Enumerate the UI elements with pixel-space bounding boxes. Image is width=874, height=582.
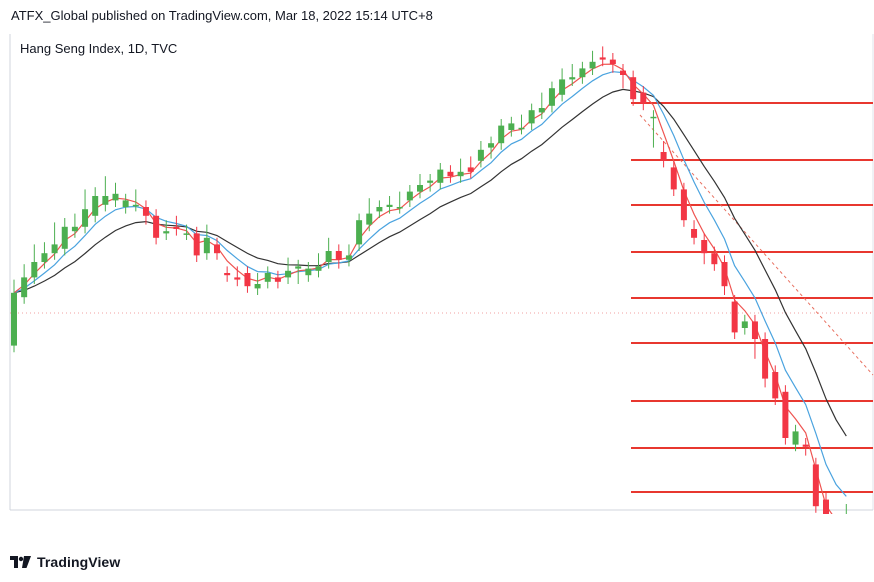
price-chart[interactable]: ov16Dec162022FebMar16	[0, 34, 874, 559]
candle-body	[102, 196, 109, 205]
candle-body	[711, 253, 718, 265]
candle-body	[731, 301, 738, 333]
candle-body	[92, 196, 99, 216]
candle-body	[538, 108, 545, 113]
candle-body	[660, 152, 667, 161]
candle-body	[234, 277, 241, 280]
candle-body	[528, 110, 535, 124]
candle-body	[345, 255, 352, 260]
candle-body	[477, 149, 484, 161]
candle-body	[132, 204, 139, 207]
candle-body	[11, 292, 17, 346]
candle-body	[650, 116, 657, 119]
candle-body	[751, 321, 758, 339]
candle-body	[112, 193, 119, 201]
candle-body	[335, 251, 342, 260]
candle-body	[792, 431, 799, 445]
candle-body	[214, 244, 220, 254]
candle-body	[366, 213, 373, 225]
candle-body	[183, 233, 190, 235]
fast-moving-average	[13, 63, 847, 524]
candle-body	[396, 207, 403, 209]
candle-body	[61, 226, 68, 249]
candle-body	[203, 237, 210, 254]
candle-body	[467, 167, 474, 172]
candle-body	[417, 185, 423, 192]
candle-body	[680, 189, 687, 221]
candle-body	[31, 262, 38, 278]
candle-body	[153, 215, 160, 238]
candle-body	[315, 266, 322, 271]
candle-body	[305, 268, 312, 276]
candle-body	[630, 77, 637, 100]
candle-body	[782, 391, 789, 438]
candle-body	[142, 207, 149, 216]
candle-body	[823, 499, 829, 542]
candle-body	[51, 244, 58, 254]
candle-body	[21, 277, 28, 298]
candle-body	[376, 207, 383, 212]
candle-body	[498, 125, 505, 144]
candle-body	[437, 169, 444, 183]
tradingview-logo-icon	[10, 556, 31, 568]
candle-body	[599, 57, 606, 60]
candle-body	[82, 209, 89, 227]
candle-body	[670, 167, 677, 190]
candle-body	[772, 372, 779, 399]
candle-body	[518, 127, 525, 130]
tradingview-footer[interactable]: TradingView	[10, 552, 120, 572]
candle-body	[620, 70, 626, 75]
candle-body	[244, 273, 251, 287]
candle-body	[427, 180, 434, 183]
candle-body	[691, 229, 698, 238]
candle-body	[386, 204, 393, 207]
candle-body	[264, 273, 271, 282]
tradingview-brand: TradingView	[37, 554, 121, 570]
candle-body	[640, 92, 647, 104]
candle-body	[579, 68, 586, 78]
candle-body	[295, 266, 302, 269]
mid-moving-average	[13, 71, 847, 497]
candle-body	[559, 79, 566, 95]
candle-body	[457, 171, 464, 177]
candle-body	[802, 444, 809, 447]
candle-body	[721, 262, 728, 287]
candle-body	[325, 251, 332, 262]
candle-body	[508, 123, 515, 130]
candle-body	[356, 220, 363, 245]
candle-body	[274, 277, 281, 282]
candle-body	[193, 233, 200, 256]
candle-body	[285, 270, 292, 278]
candle-body	[548, 88, 555, 106]
candle-body	[41, 253, 48, 262]
candle-body	[741, 321, 748, 328]
candle-body	[488, 143, 495, 148]
candle-body	[406, 191, 413, 201]
candle-body	[163, 231, 170, 234]
candle-body	[447, 171, 454, 177]
candle-body	[224, 273, 231, 276]
published-caption: ATFX_Global published on TradingView.com…	[11, 8, 433, 23]
candle-body	[254, 284, 261, 289]
candle-body	[701, 240, 708, 254]
candle-body	[569, 77, 576, 80]
candle-body	[609, 59, 616, 64]
candle-body	[762, 339, 769, 379]
candle-body	[122, 200, 129, 207]
chart-title: Hang Seng Index, 1D, TVC	[20, 41, 178, 56]
slow-moving-average	[13, 88, 847, 437]
candle-body	[812, 464, 819, 507]
dashed-trendline	[639, 114, 874, 376]
candle-body	[71, 226, 78, 232]
chart-canvas[interactable]: ov16Dec162022FebMar16	[0, 34, 874, 559]
candle-body	[173, 226, 180, 229]
candle-body	[589, 61, 596, 69]
